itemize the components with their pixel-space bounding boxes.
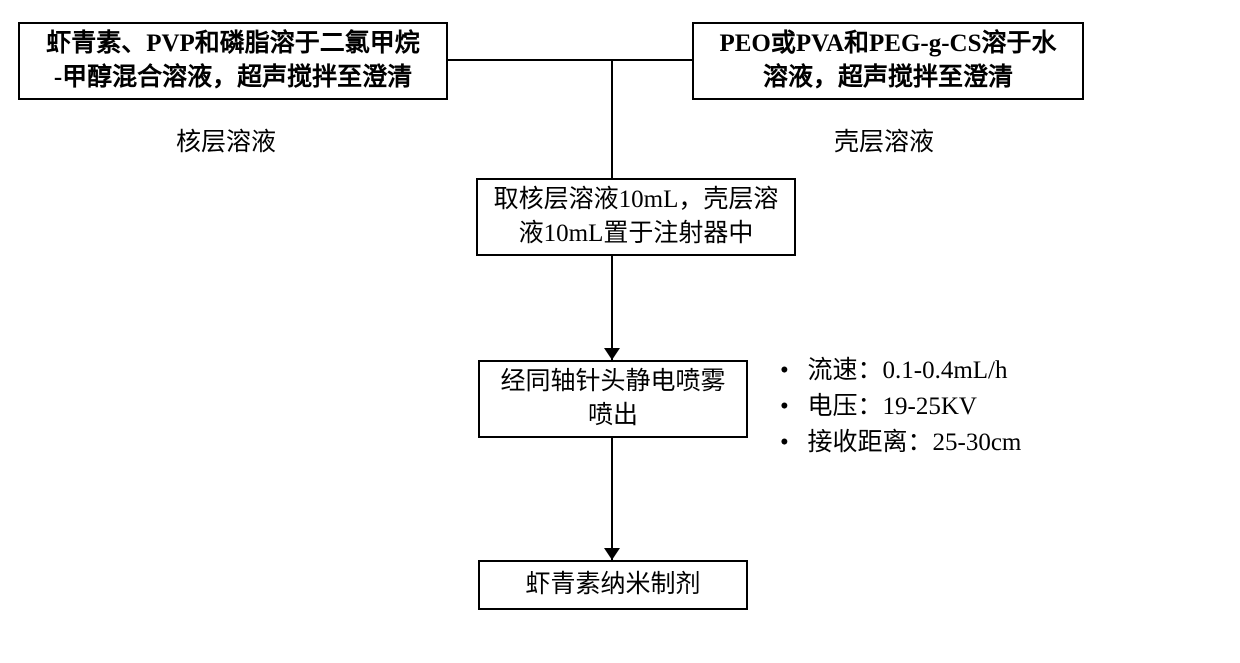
label-core-text: 核层溶液 bbox=[176, 129, 276, 156]
bullet-distance-text: 接收距离：25-30cm bbox=[808, 429, 1022, 456]
bullet-dot-icon: • bbox=[780, 429, 801, 456]
box-shell-solution-text: PEO或PVA和PEG-g-CS溶于水溶液，超声搅拌至澄清 bbox=[719, 27, 1056, 95]
box-electrospray: 经同轴针头静电喷雾喷出 bbox=[478, 360, 748, 438]
label-shell: 壳层溶液 bbox=[834, 122, 934, 158]
bullet-dot-icon: • bbox=[780, 357, 801, 384]
label-core: 核层溶液 bbox=[176, 122, 276, 158]
box-core-solution: 虾青素、PVP和磷脂溶于二氯甲烷-甲醇混合溶液，超声搅拌至澄清 bbox=[18, 22, 448, 100]
label-shell-text: 壳层溶液 bbox=[834, 129, 934, 156]
bullet-distance: • 接收距离：25-30cm bbox=[780, 422, 1021, 458]
box-core-solution-text: 虾青素、PVP和磷脂溶于二氯甲烷-甲醇混合溶液，超声搅拌至澄清 bbox=[46, 27, 420, 95]
box-product-text: 虾青素纳米制剂 bbox=[525, 568, 700, 602]
box-syringe: 取核层溶液10mL，壳层溶液10mL置于注射器中 bbox=[476, 178, 796, 256]
bullet-voltage-text: 电压：19-25KV bbox=[808, 393, 977, 420]
bullet-dot-icon: • bbox=[780, 393, 801, 420]
box-shell-solution: PEO或PVA和PEG-g-CS溶于水溶液，超声搅拌至澄清 bbox=[692, 22, 1084, 100]
bullet-flowrate-text: 流速：0.1-0.4mL/h bbox=[808, 357, 1008, 384]
box-syringe-text: 取核层溶液10mL，壳层溶液10mL置于注射器中 bbox=[494, 183, 779, 251]
bullet-voltage: • 电压：19-25KV bbox=[780, 386, 977, 422]
bullet-flowrate: • 流速：0.1-0.4mL/h bbox=[780, 350, 1008, 386]
box-product: 虾青素纳米制剂 bbox=[478, 560, 748, 610]
box-electrospray-text: 经同轴针头静电喷雾喷出 bbox=[500, 365, 725, 433]
